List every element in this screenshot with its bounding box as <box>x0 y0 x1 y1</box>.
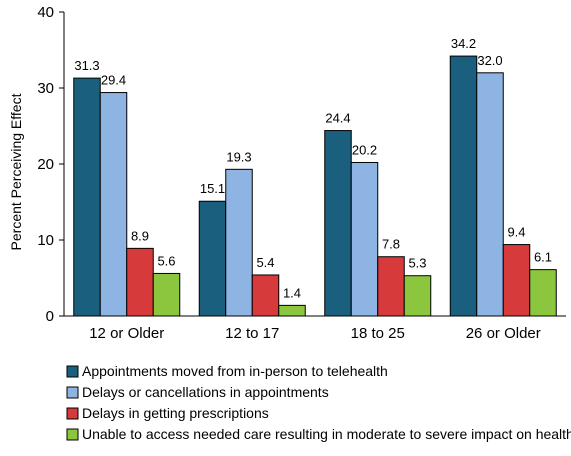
bar <box>529 269 557 317</box>
bar <box>251 274 280 317</box>
bar-value-label: 7.8 <box>382 237 400 252</box>
category-labels-group: 12 or Older 12 to 17 18 to 25 26 or Older <box>89 325 541 342</box>
bar-value-label: 8.9 <box>131 228 149 243</box>
legend-label: Appointments moved from in-person to tel… <box>82 363 388 379</box>
legend-label: Delays or cancellations in appointments <box>82 384 329 400</box>
legend-label: Unable to access needed care resulting i… <box>82 426 571 442</box>
bar <box>350 161 379 317</box>
bar <box>99 92 128 317</box>
bar <box>377 256 405 317</box>
bar-value-label: 19.3 <box>226 149 251 164</box>
bar-value-label: 32.0 <box>477 53 502 68</box>
bar-value-label: 20.2 <box>352 142 377 157</box>
bar-value-label: 1.4 <box>283 285 301 300</box>
x-category-label: 12 to 17 <box>225 325 279 342</box>
bar <box>225 168 253 317</box>
y-tick-label: 30 <box>37 80 54 97</box>
bar <box>449 55 478 317</box>
bar <box>476 72 504 317</box>
legend: Appointments moved from in-person to tel… <box>66 363 571 442</box>
y-tick-label: 0 <box>46 308 54 325</box>
bar <box>152 272 181 317</box>
bar-value-label: 15.1 <box>200 181 225 196</box>
bar-value-label: 9.4 <box>507 225 525 240</box>
y-tick-label: 20 <box>37 156 54 173</box>
bar <box>324 130 352 317</box>
y-tick-label: 10 <box>37 232 54 249</box>
bar <box>403 275 432 317</box>
bar <box>126 247 154 317</box>
bar-value-label: 29.4 <box>101 73 126 88</box>
bar-value-label: 6.1 <box>534 250 552 265</box>
legend-swatch <box>66 428 79 441</box>
value-labels-group: 31.329.4 8.9 5.6 15.1 19.3 5.4 1.4 24.4 20.2 7.8 5… <box>74 36 552 300</box>
y-axis-ticks: 0 10 20 30 40 <box>37 4 64 325</box>
bars-group <box>73 55 557 317</box>
y-axis-title: Percent Perceiving Effect <box>8 93 24 250</box>
bar <box>73 77 101 317</box>
legend-swatch <box>66 407 79 420</box>
bar-value-label: 31.3 <box>74 58 99 73</box>
legend-swatch <box>66 365 79 378</box>
x-category-label: 18 to 25 <box>351 325 405 342</box>
legend-label: Delays in getting prescriptions <box>82 405 269 421</box>
bar <box>278 304 306 317</box>
bar-value-label: 5.3 <box>408 256 426 271</box>
y-tick-label: 40 <box>37 4 54 21</box>
legend-swatch <box>66 386 79 399</box>
bar-value-label: 34.2 <box>451 36 476 51</box>
bar-value-label: 5.6 <box>157 253 175 268</box>
x-category-label: 12 or Older <box>89 325 164 342</box>
bar <box>198 200 227 317</box>
x-category-label: 26 or Older <box>466 325 541 342</box>
bar <box>502 244 531 317</box>
bar-value-label: 5.4 <box>256 255 274 270</box>
bar-value-label: 24.4 <box>325 111 350 126</box>
